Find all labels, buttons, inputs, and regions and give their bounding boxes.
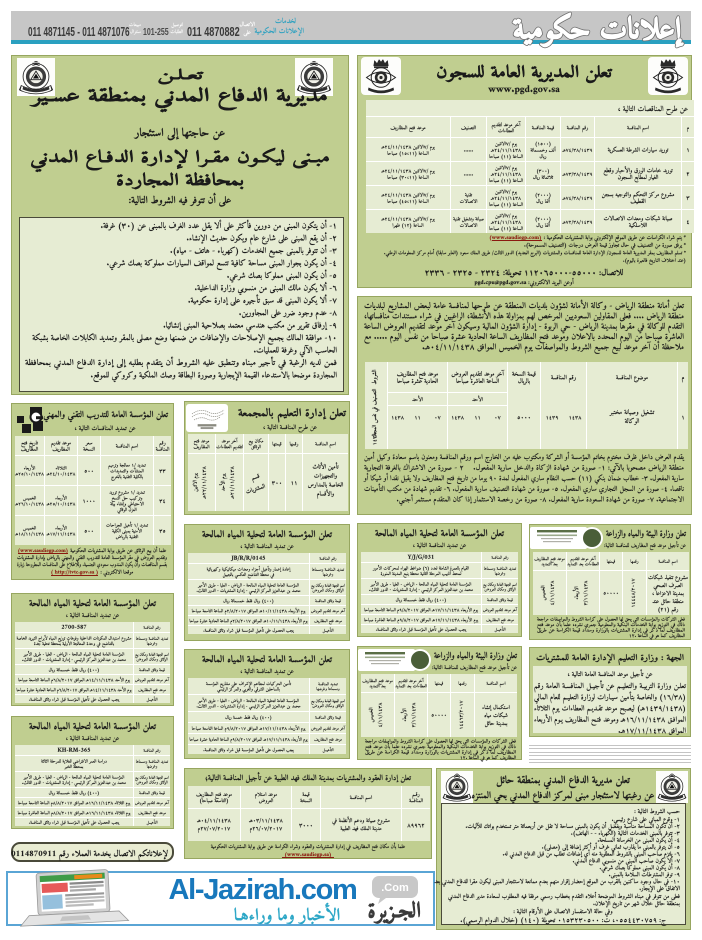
svg-text:.Com: .Com [381, 882, 409, 894]
